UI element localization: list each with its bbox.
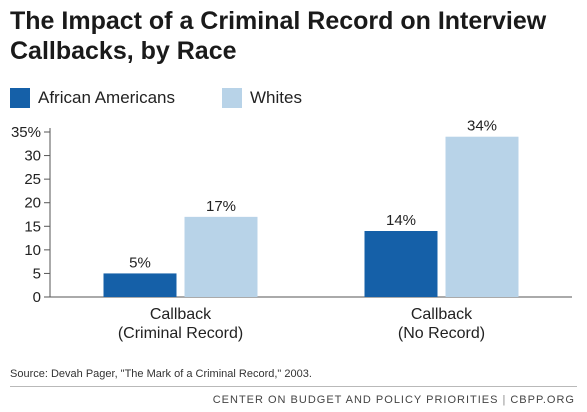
bar-whites [445, 136, 519, 297]
legend-label-african-americans: African Americans [38, 88, 175, 107]
data-label-african-americans: 5% [129, 254, 151, 271]
legend-swatch-african-americans [10, 88, 30, 108]
bar-african-americans [103, 273, 177, 297]
x-category-label: (Criminal Record) [118, 325, 243, 342]
data-label-whites: 34% [467, 118, 497, 135]
y-tick-label: 0 [33, 289, 41, 306]
y-tick-label: 10 [24, 242, 41, 259]
source-note: Source: Devah Pager, "The Mark of a Crim… [10, 368, 312, 380]
bar-whites [184, 216, 258, 297]
y-tick-label: 20 [24, 195, 41, 212]
legend-item-whites: Whites [222, 88, 302, 108]
footer-site: CBPP.ORG [510, 394, 575, 406]
x-category-label: Callback [150, 306, 212, 323]
y-tick-label: 25 [24, 171, 41, 188]
footer: CENTER ON BUDGET AND POLICY PRIORITIES | C… [213, 394, 575, 406]
bar-chart: 0 5 10 15 20 25 30 35% 5% 17% Callback (Criminal Re… [11, 118, 572, 342]
footer-divider [10, 386, 577, 387]
y-tick-label: 30 [24, 148, 41, 165]
y-tick-label: 35% [11, 124, 41, 141]
legend-swatch-whites [222, 88, 242, 108]
x-category-label: (No Record) [398, 325, 485, 342]
chart-title: The Impact of a Criminal Record on Inter… [10, 7, 547, 65]
x-category-label: Callback [411, 306, 473, 323]
y-tick-label: 5 [33, 265, 41, 282]
legend-label-whites: Whites [250, 88, 302, 107]
bar-african-americans [364, 231, 438, 297]
legend-item-african-americans: African Americans [10, 88, 175, 108]
data-label-whites: 17% [206, 198, 236, 215]
footer-org: CENTER ON BUDGET AND POLICY PRIORITIES [212, 394, 499, 406]
footer-separator: | [502, 394, 507, 406]
y-tick-label: 15 [24, 218, 41, 235]
data-label-african-americans: 14% [386, 212, 416, 229]
